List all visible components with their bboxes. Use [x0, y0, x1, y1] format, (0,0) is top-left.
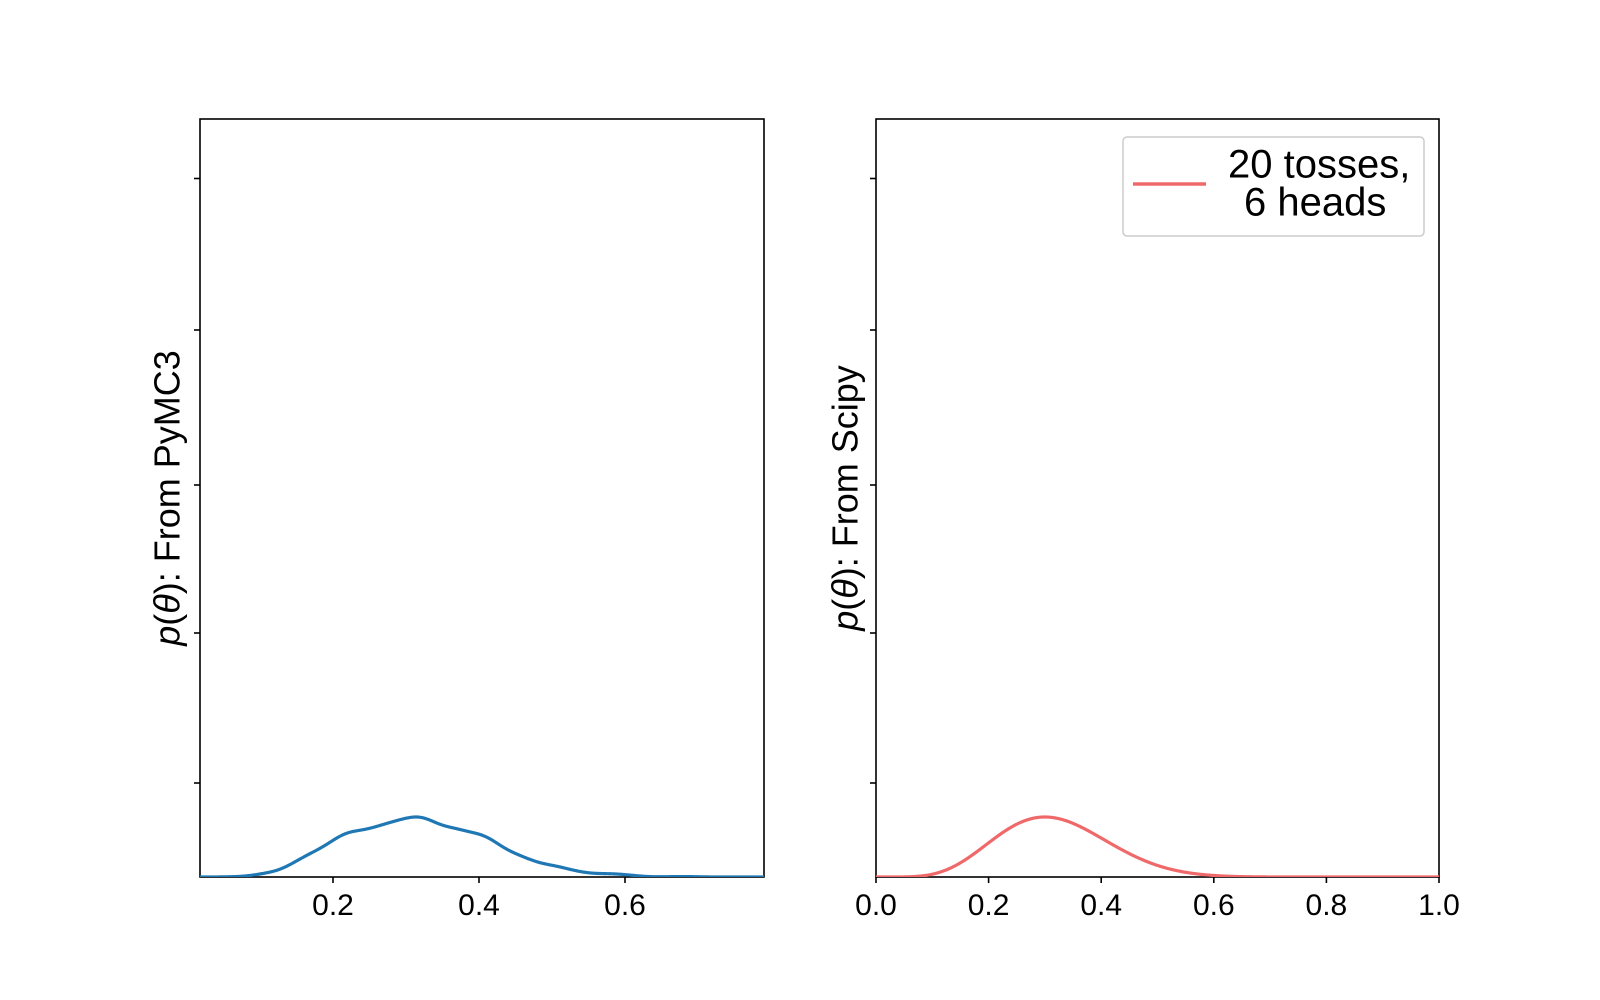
svg-text:6 heads: 6 heads — [1244, 181, 1386, 225]
svg-text:0.2: 0.2 — [312, 889, 354, 922]
svg-text:0.6: 0.6 — [1193, 889, 1235, 922]
svg-text:0.4: 0.4 — [1080, 889, 1122, 922]
svg-text:0.0: 0.0 — [855, 889, 897, 922]
svg-text:0.8: 0.8 — [1306, 889, 1348, 922]
svg-text:1.0: 1.0 — [1418, 889, 1460, 922]
svg-text:p(θ): From PyMC3: p(θ): From PyMC3 — [147, 350, 188, 647]
svg-text:0.2: 0.2 — [968, 889, 1010, 922]
svg-text:0.4: 0.4 — [458, 889, 500, 922]
svg-text:0.6: 0.6 — [604, 889, 646, 922]
svg-text:p(θ): From Scipy: p(θ): From Scipy — [825, 365, 866, 632]
